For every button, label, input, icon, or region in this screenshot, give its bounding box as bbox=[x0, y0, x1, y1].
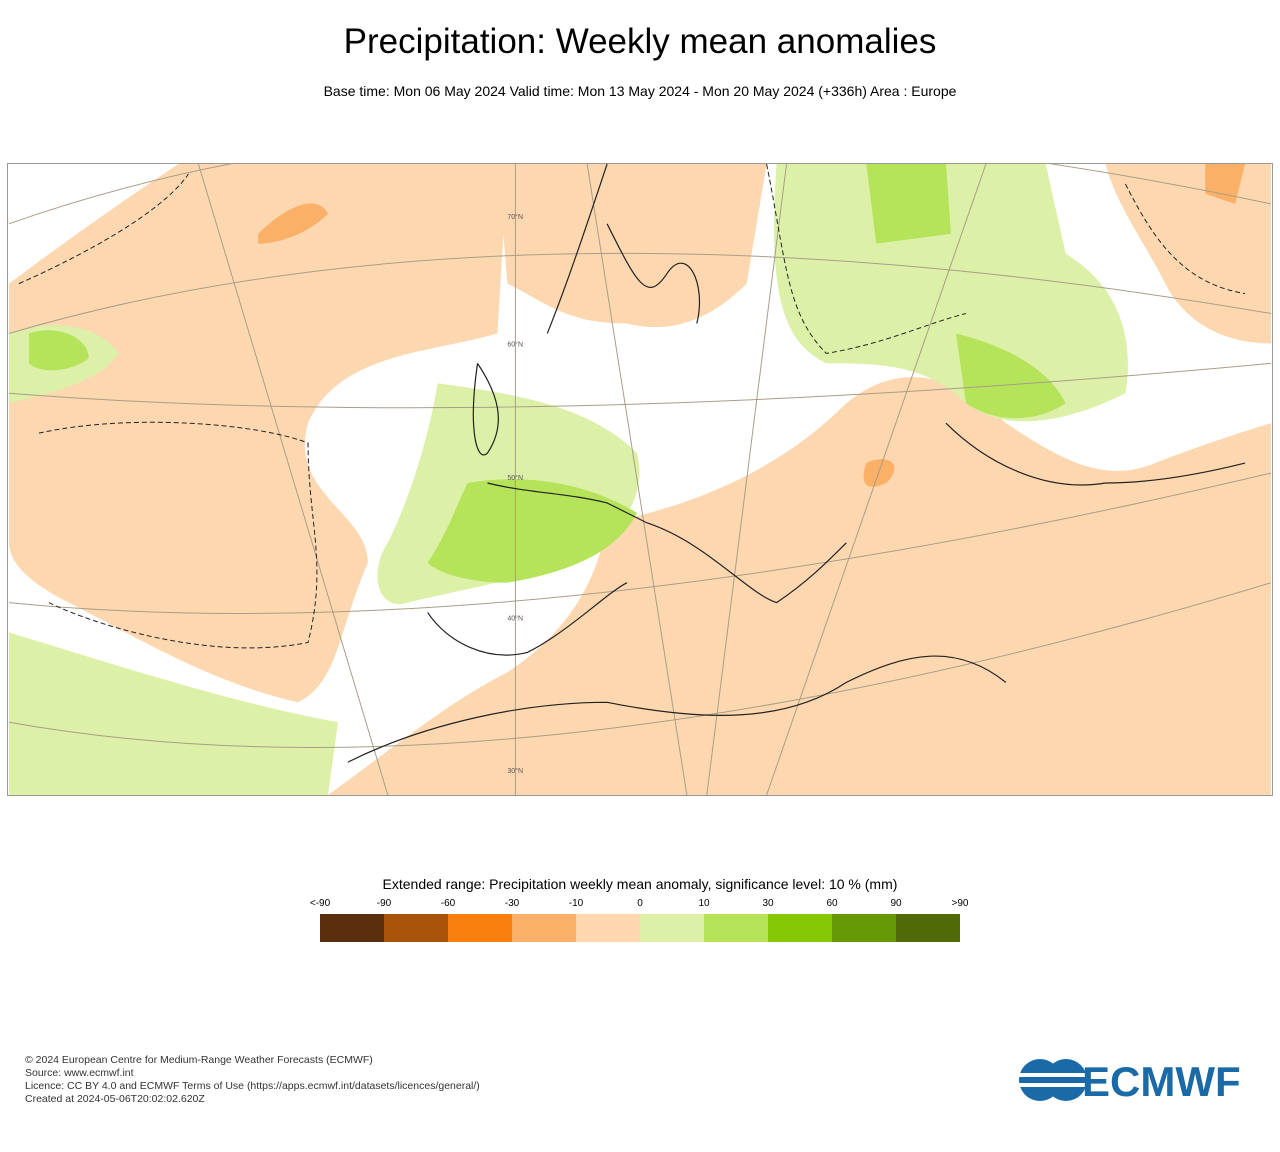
legend-tick: 90 bbox=[890, 898, 902, 909]
legend-tick: 60 bbox=[826, 898, 838, 909]
licence-text: Licence: CC BY 4.0 and ECMWF Terms of Us… bbox=[25, 1080, 480, 1092]
graticule bbox=[8, 164, 1272, 795]
lat-label-70n: 70°N bbox=[507, 213, 523, 221]
legend-swatch bbox=[896, 914, 960, 942]
legend-tick: <-90 bbox=[309, 898, 331, 909]
parallel-40n bbox=[8, 472, 1272, 614]
legend-tick: -10 bbox=[568, 898, 584, 909]
legend-tick: -30 bbox=[504, 898, 520, 909]
parallel-70n bbox=[8, 164, 1272, 225]
legend-tick: >90 bbox=[951, 898, 969, 909]
legend-swatch bbox=[384, 914, 448, 942]
legend-tick: -60 bbox=[440, 898, 456, 909]
lat-label-60n: 60°N bbox=[507, 340, 523, 348]
lat-label-30n: 30°N bbox=[507, 767, 523, 775]
legend-swatch bbox=[448, 914, 512, 942]
chart-subtitle: Base time: Mon 06 May 2024 Valid time: M… bbox=[323, 83, 957, 99]
parallel-50n bbox=[8, 362, 1272, 409]
legend-swatch bbox=[640, 914, 704, 942]
legend-tick: 0 bbox=[637, 898, 643, 909]
chart-title: Precipitation: Weekly mean anomalies bbox=[343, 22, 937, 61]
legend-swatch bbox=[832, 914, 896, 942]
ecmwf-logo: ECMWF bbox=[1018, 1058, 1258, 1107]
created-text: Created at 2024-05-06T20:02:02.620Z bbox=[25, 1093, 205, 1105]
legend-swatch bbox=[320, 914, 384, 942]
legend-swatch bbox=[768, 914, 832, 942]
lat-label-40n: 40°N bbox=[507, 615, 523, 623]
latitude-labels: 70°N 60°N 50°N 40°N 30°N bbox=[507, 213, 523, 775]
legend-tick: -90 bbox=[376, 898, 392, 909]
significance-contours bbox=[18, 164, 1246, 649]
legend-title: Extended range: Precipitation weekly mea… bbox=[382, 876, 898, 892]
legend-swatch bbox=[512, 914, 576, 942]
coastlines bbox=[347, 164, 1246, 763]
legend-swatch bbox=[576, 914, 640, 942]
copyright-text: © 2024 European Centre for Medium-Range … bbox=[25, 1054, 373, 1066]
source-text: Source: www.ecmwf.int bbox=[25, 1067, 134, 1079]
legend-tick: 10 bbox=[698, 898, 710, 909]
ecmwf-logo-icon bbox=[1018, 1059, 1088, 1101]
precipitation-anomaly-map: 70°N 60°N 50°N 40°N 30°N bbox=[7, 163, 1273, 796]
positive-anomaly-regions bbox=[9, 164, 1128, 795]
parallel-60n bbox=[8, 252, 1272, 334]
parallel-30n bbox=[8, 582, 1272, 748]
ecmwf-logo-text: ECMWF bbox=[1082, 1058, 1241, 1102]
lat-label-50n: 50°N bbox=[507, 474, 523, 482]
legend-swatch bbox=[704, 914, 768, 942]
legend-tick: 30 bbox=[762, 898, 774, 909]
